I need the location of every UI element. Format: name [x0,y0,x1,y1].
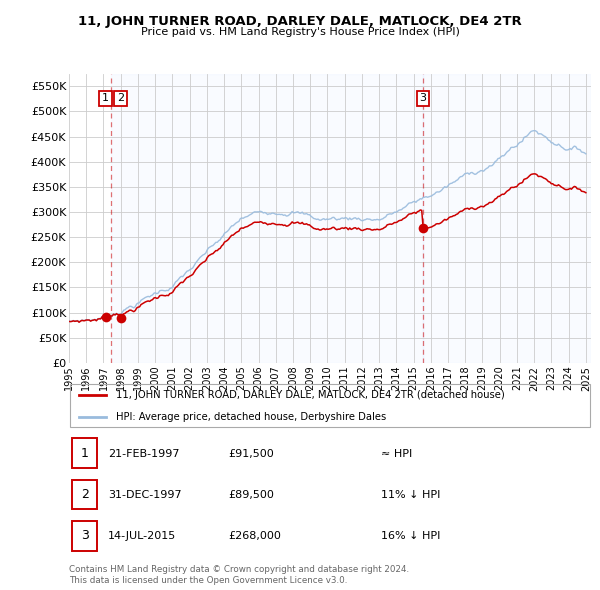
Text: 14-JUL-2015: 14-JUL-2015 [108,532,176,541]
Text: 16% ↓ HPI: 16% ↓ HPI [381,532,440,541]
Text: Contains HM Land Registry data © Crown copyright and database right 2024.
This d: Contains HM Land Registry data © Crown c… [69,565,409,585]
Text: 2: 2 [117,93,124,103]
Text: 1: 1 [80,447,89,460]
Text: 21-FEB-1997: 21-FEB-1997 [108,449,179,458]
Text: 11% ↓ HPI: 11% ↓ HPI [381,490,440,500]
Text: 2: 2 [80,488,89,501]
Text: 11, JOHN TURNER ROAD, DARLEY DALE, MATLOCK, DE4 2TR (detached house): 11, JOHN TURNER ROAD, DARLEY DALE, MATLO… [116,391,505,401]
Text: 3: 3 [80,529,89,542]
Text: 1: 1 [102,93,109,103]
Bar [112,74,423,363]
Text: £91,500: £91,500 [228,449,274,458]
Text: HPI: Average price, detached house, Derbyshire Dales: HPI: Average price, detached house, Derb… [116,412,386,422]
Text: 11, JOHN TURNER ROAD, DARLEY DALE, MATLOCK, DE4 2TR: 11, JOHN TURNER ROAD, DARLEY DALE, MATLO… [78,15,522,28]
Text: 31-DEC-1997: 31-DEC-1997 [108,490,182,500]
Text: £268,000: £268,000 [228,532,281,541]
Text: Price paid vs. HM Land Registry's House Price Index (HPI): Price paid vs. HM Land Registry's House … [140,27,460,37]
Bar [423,74,591,363]
Text: ≈ HPI: ≈ HPI [381,449,412,458]
Text: £89,500: £89,500 [228,490,274,500]
Text: 3: 3 [419,93,427,103]
